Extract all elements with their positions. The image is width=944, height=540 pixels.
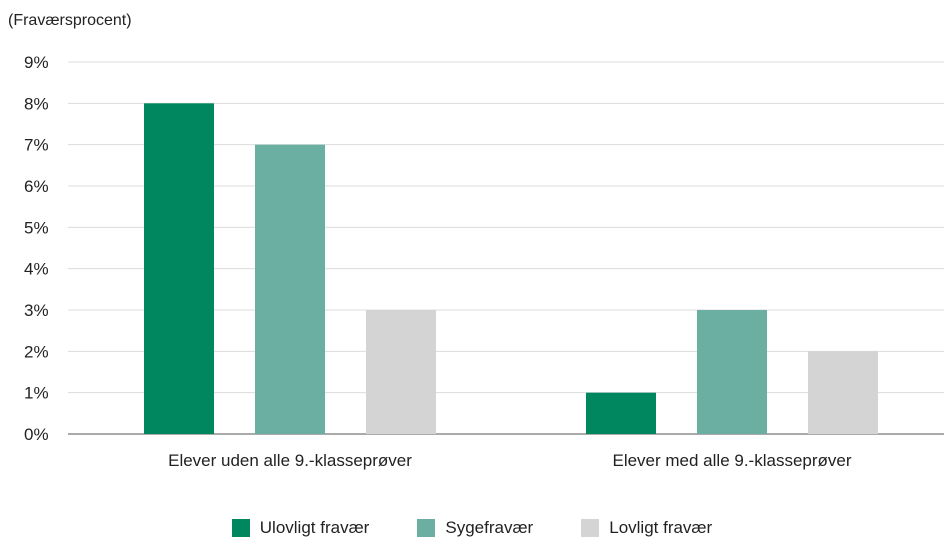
bar-ulovligt-fravær-1	[144, 103, 214, 434]
bar-ulovligt-fravær-2	[586, 392, 656, 434]
legend-swatch	[581, 519, 600, 537]
legend-label: Lovligt fravær	[609, 518, 713, 537]
bar-lovligt-fravær-1	[366, 310, 436, 434]
y-tick-label: 8%	[24, 94, 49, 113]
x-category-label: Elever med alle 9.-klasseprøver	[612, 451, 851, 470]
y-axis-ticks: 0% 1% 2% 3% 4% 5% 6% 7% 8% 9%	[24, 53, 49, 444]
legend-item: Sygefravær	[417, 518, 533, 538]
legend-item: Lovligt fravær	[581, 518, 712, 538]
y-tick-label: 3%	[24, 301, 49, 320]
legend: Ulovligt fravær Sygefravær Lovligt fravær	[0, 518, 944, 538]
y-tick-label: 4%	[24, 260, 49, 279]
y-axis-unit-label: (Fraværsprocent)	[8, 12, 132, 29]
bars	[144, 103, 878, 434]
legend-item: Ulovligt fravær	[231, 518, 370, 538]
legend-label: Ulovligt fravær	[259, 518, 370, 537]
y-tick-label: 7%	[24, 136, 49, 155]
x-category-label: Elever uden alle 9.-klasseprøver	[168, 451, 412, 470]
y-tick-label: 0%	[24, 425, 49, 444]
y-tick-label: 9%	[24, 53, 49, 72]
y-tick-label: 6%	[24, 177, 49, 196]
bar-sygefravær-1	[255, 144, 325, 434]
x-axis-categories: Elever uden alle 9.-klasseprøver Elever m…	[168, 451, 852, 470]
legend-label: Sygefravær	[445, 518, 534, 537]
bar-sygefravær-2	[697, 310, 767, 434]
legend-swatch	[417, 519, 436, 537]
legend-swatch	[231, 519, 250, 537]
y-tick-label: 2%	[24, 342, 49, 361]
y-tick-label: 1%	[24, 384, 49, 403]
bar-lovligt-fravær-2	[808, 351, 878, 434]
y-tick-label: 5%	[24, 218, 49, 237]
